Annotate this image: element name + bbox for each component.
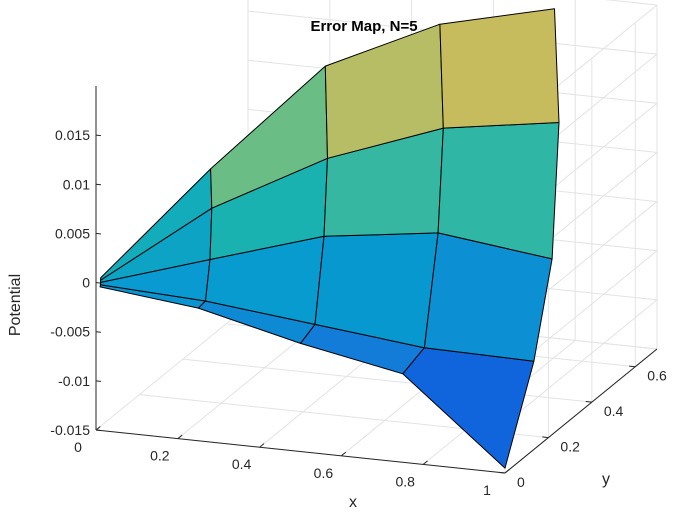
z-tick-label: -0.01	[58, 373, 90, 389]
y-tick-label: 0.2	[560, 439, 580, 455]
x-tick-mark	[177, 434, 183, 439]
y-tick-label: 0	[517, 474, 525, 490]
z-tick-label: 0.01	[63, 176, 90, 192]
y-tick-label: 0.6	[647, 368, 667, 384]
z-tick-mark	[95, 429, 101, 432]
y-tick-label: 0.4	[604, 403, 624, 419]
z-tick-mark	[95, 380, 101, 382]
z-tick-mark	[95, 232, 101, 235]
y-tick-mark	[585, 401, 592, 403]
axis-layer	[95, 86, 658, 474]
z-tick-mark	[95, 331, 101, 333]
surface-face	[402, 347, 535, 469]
chart-title: Error Map, N=5	[310, 18, 417, 35]
z-tick-label: 0.005	[55, 225, 90, 241]
x-tick-label: 0.4	[232, 456, 252, 472]
label-layer: Error Map, N=5 x y Potential 0 0.2 0.4 0.6 0…	[7, 18, 667, 511]
z-tick-label: -0.005	[50, 324, 90, 340]
y-tick-mark	[629, 365, 636, 368]
x-tick-label: 0.8	[395, 473, 415, 489]
z-axis-label: Potential	[7, 274, 24, 336]
x-tick-label: 0.2	[150, 448, 170, 464]
z-tick-label: 0.015	[55, 127, 90, 143]
surface-face	[439, 8, 560, 129]
x-tick-label: 0.6	[314, 465, 334, 481]
x-axis-line	[95, 429, 506, 474]
y-axis-label: y	[602, 471, 610, 488]
x-tick-mark	[95, 426, 101, 431]
surface-layer	[99, 8, 560, 469]
x-tick-mark	[341, 451, 347, 457]
y-axis-line	[504, 348, 658, 474]
y-tick-mark	[542, 436, 549, 439]
x-tick-mark	[504, 469, 510, 474]
y-tick-mark	[498, 471, 506, 474]
grid-line	[604, 0, 658, 6]
x-tick-mark	[259, 443, 265, 448]
x-tick-label: 1	[483, 482, 491, 498]
x-tick-label: 0	[74, 439, 82, 455]
z-tick-label: -0.015	[50, 422, 90, 438]
z-tick-mark	[95, 134, 101, 137]
z-tick-label: 0	[82, 275, 90, 291]
z-tick-mark	[95, 183, 101, 186]
x-tick-mark	[422, 460, 428, 465]
x-axis-label: x	[349, 494, 357, 511]
grid-line	[504, 299, 658, 425]
grid-line	[95, 305, 249, 431]
